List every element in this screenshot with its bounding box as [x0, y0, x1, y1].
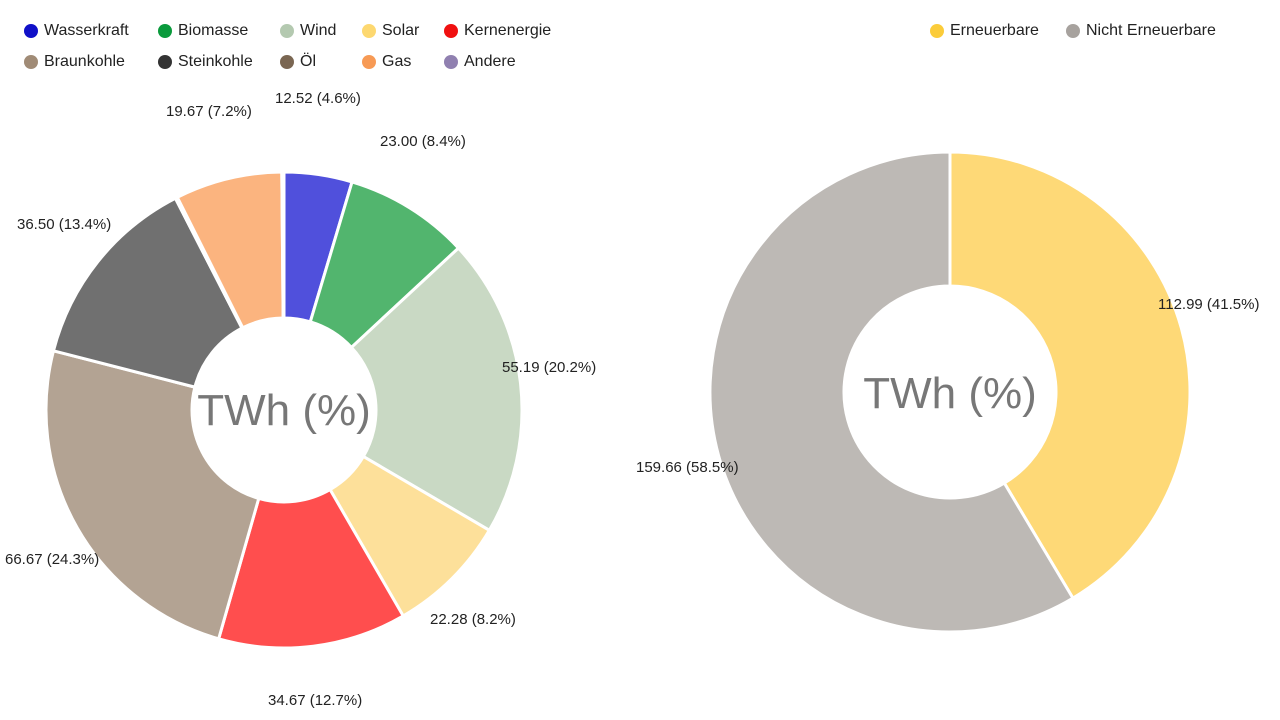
legend-right: Erneuerbare Nicht Erneuerbare — [640, 0, 1280, 60]
legend-marker — [362, 55, 376, 69]
donut-chart-energy-sources: 12.52 (4.6%) 23.00 (8.4%) 55.19 (20.2%) 22.… — [5, 90, 596, 709]
legend-label: Wind — [300, 22, 337, 39]
legend-marker — [158, 55, 172, 69]
legend-item-kernenergie[interactable]: Kernenergie — [444, 22, 551, 40]
slice-label-wasserkraft: 12.52 (4.6%) — [275, 90, 361, 107]
legend-item-solar[interactable]: Solar — [362, 22, 419, 40]
legend-marker — [1066, 24, 1080, 38]
slice-label-kernenergie: 34.67 (12.7%) — [268, 692, 362, 709]
slice-label-erneuerbare: 112.99 (41.5%) — [1158, 296, 1259, 313]
legend-marker — [444, 55, 458, 69]
slice-label-nicht-erneuerbare: 159.66 (58.5%) — [636, 459, 739, 476]
legend-label: Wasserkraft — [44, 22, 129, 39]
slice-wind[interactable] — [349, 246, 524, 532]
slice-nicht-erneuerbare[interactable] — [708, 150, 1075, 634]
legend-label: Gas — [382, 53, 412, 70]
slice-kernenergie[interactable] — [217, 488, 405, 650]
legend-marker — [362, 24, 376, 38]
legend-item-oel[interactable]: Öl — [280, 53, 316, 71]
legend-item-steinkohle[interactable]: Steinkohle — [158, 53, 253, 71]
legend-label: Biomasse — [178, 22, 249, 39]
legend-label: Andere — [464, 53, 516, 70]
legend-label: Steinkohle — [178, 53, 253, 70]
legend-label: Nicht Erneuerbare — [1086, 22, 1216, 39]
slice-label-solar: 22.28 (8.2%) — [430, 611, 516, 628]
legend-item-gas[interactable]: Gas — [362, 53, 411, 71]
legend-item-wind[interactable]: Wind — [280, 22, 336, 40]
legend-label: Erneuerbare — [950, 22, 1039, 39]
legend-marker — [930, 24, 944, 38]
legend-item-andere[interactable]: Andere — [444, 53, 516, 71]
slice-label-braunkohle: 66.67 (24.3%) — [5, 551, 99, 568]
legend-item-erneuerbare[interactable]: Erneuerbare — [930, 22, 1039, 40]
donut-chart-renewable-split: 112.99 (41.5%) 159.66 (58.5%) — [636, 150, 1259, 634]
legend-label: Braunkohle — [44, 53, 125, 70]
slice-braunkohle[interactable] — [44, 349, 261, 641]
slice-label-gas: 19.67 (7.2%) — [166, 103, 252, 120]
legend-item-biomasse[interactable]: Biomasse — [158, 22, 248, 40]
slice-steinkohle[interactable] — [51, 196, 244, 389]
legend-label: Solar — [382, 22, 420, 39]
legend-marker — [444, 24, 458, 38]
legend-label: Kernenergie — [464, 22, 552, 39]
center-label: TWh (%) — [863, 369, 1037, 418]
legend-item-wasserkraft[interactable]: Wasserkraft — [24, 22, 129, 40]
slice-erneuerbare[interactable] — [948, 150, 1192, 600]
legend-left: Wasserkraft Biomasse Wind Solar Kernener… — [0, 0, 640, 90]
legend-item-braunkohle[interactable]: Braunkohle — [24, 53, 125, 71]
slice-andere[interactable] — [280, 170, 286, 320]
legend-marker — [280, 55, 294, 69]
legend-marker — [158, 24, 172, 38]
slice-label-steinkohle: 36.50 (13.4%) — [17, 216, 111, 233]
slice-label-biomasse: 23.00 (8.4%) — [380, 133, 466, 150]
center-label: TWh (%) — [197, 386, 371, 435]
legend-marker — [24, 55, 38, 69]
legend-marker — [24, 24, 38, 38]
legend-marker — [280, 24, 294, 38]
slice-label-wind: 55.19 (20.2%) — [502, 359, 596, 376]
legend-label: Öl — [300, 53, 316, 70]
legend-item-nicht-erneuerbare[interactable]: Nicht Erneuerbare — [1066, 22, 1216, 40]
